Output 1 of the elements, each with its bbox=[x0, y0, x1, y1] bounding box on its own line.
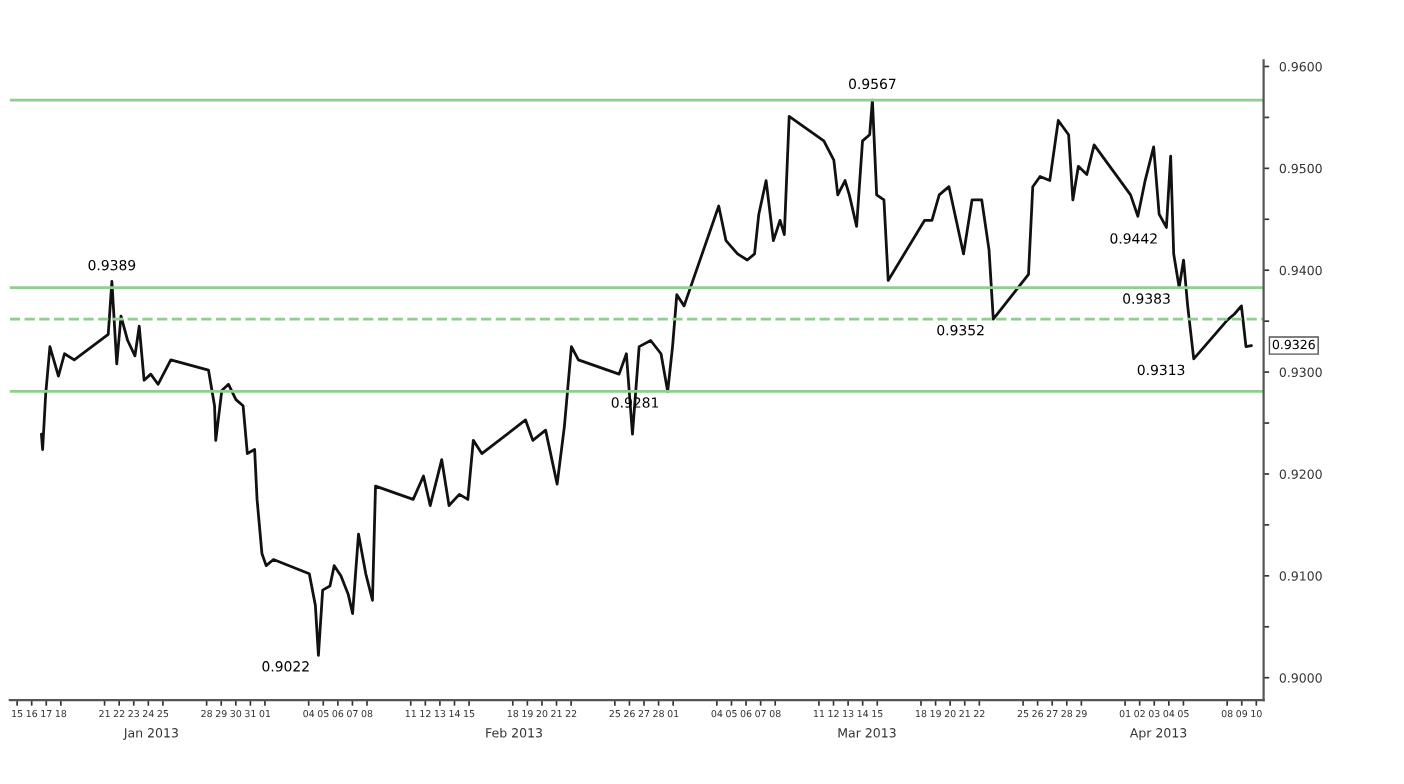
line-series bbox=[40, 98, 1253, 657]
